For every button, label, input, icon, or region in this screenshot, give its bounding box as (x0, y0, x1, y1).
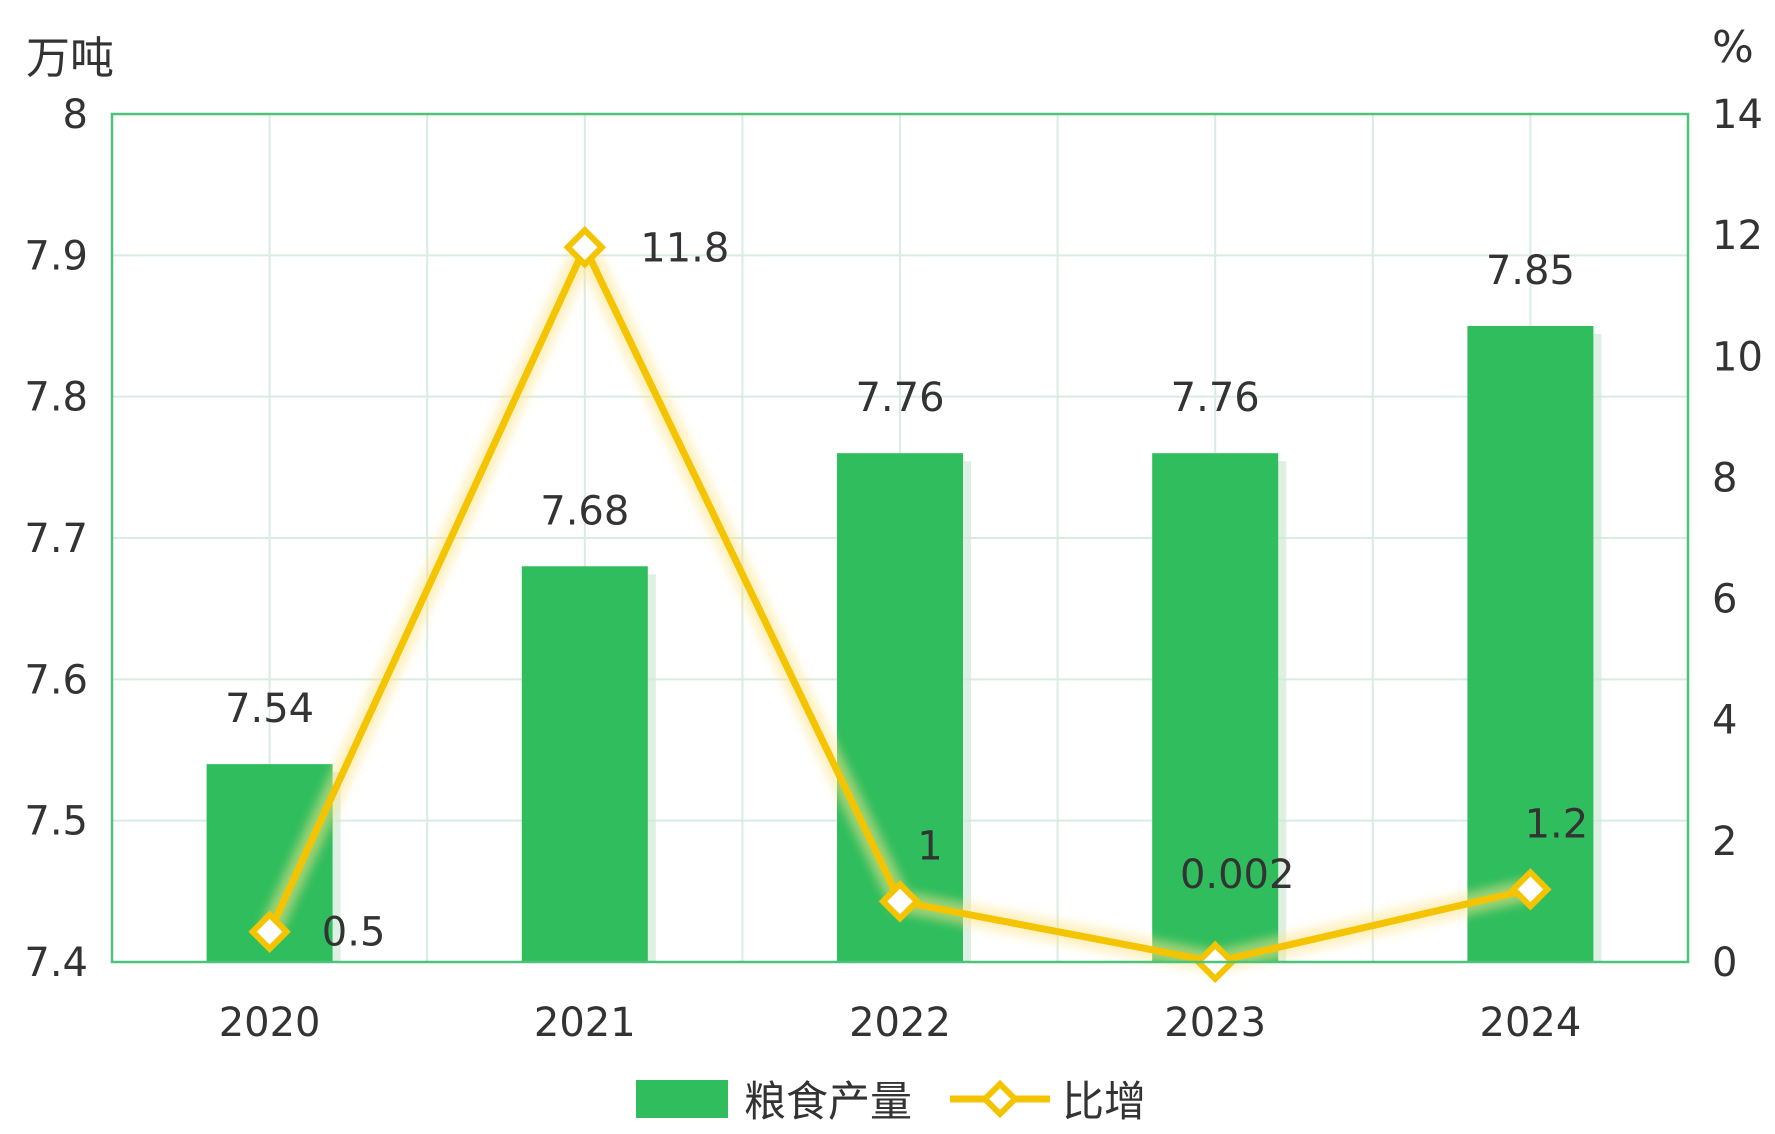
left-axis-tick-label: 7.9 (24, 233, 88, 279)
plot-border (110, 112, 1690, 964)
x-axis-tick-label: 2021 (534, 1000, 636, 1046)
line-data-label: 0.002 (1180, 852, 1295, 898)
line-data-label: 11.8 (640, 225, 729, 271)
left-axis-unit: 万吨 (26, 33, 114, 84)
bar-data-label: 7.76 (1171, 375, 1260, 421)
bar (1467, 326, 1594, 962)
right-axis-tick-label: 6 (1712, 577, 1737, 623)
right-axis-tick-label: 14 (1712, 92, 1763, 138)
x-axis-tick-label: 2024 (1480, 1000, 1582, 1046)
bar-data-label: 7.76 (855, 375, 944, 421)
line-point-marker (1509, 868, 1552, 911)
legend-label-growth: 比增 (1062, 1077, 1146, 1126)
left-axis-tick-label: 7.4 (24, 940, 88, 986)
x-axis-tick-label: 2023 (1164, 1000, 1266, 1046)
right-axis-tick-label: 8 (1712, 455, 1737, 501)
right-axis-tick-label: 12 (1712, 213, 1763, 259)
right-axis-tick-label: 2 (1712, 819, 1737, 865)
left-axis-tick-label: 7.8 (24, 375, 88, 421)
line-point-marker (878, 880, 922, 923)
line-data-label: 0.5 (322, 910, 386, 956)
bar (1152, 453, 1279, 962)
legend-line-marker (980, 1079, 1020, 1119)
line-point-marker (563, 226, 607, 269)
right-axis-tick-label: 0 (1712, 940, 1737, 986)
x-axis-tick-label: 2022 (849, 1000, 951, 1046)
right-axis-tick-label: 4 (1712, 698, 1737, 744)
legend-bar-swatch (636, 1080, 728, 1118)
bar-data-label: 7.54 (225, 686, 314, 732)
left-axis-tick-label: 7.7 (24, 516, 88, 562)
line-point-marker (248, 910, 291, 953)
line-data-label: 1 (917, 823, 942, 869)
line-data-label: 1.2 (1525, 801, 1589, 847)
left-axis-tick-label: 8 (63, 92, 88, 138)
x-axis-tick-label: 2020 (219, 1000, 321, 1046)
right-axis-unit: % (1712, 22, 1754, 73)
bar-data-label: 7.85 (1486, 248, 1575, 294)
bar (521, 566, 648, 962)
left-axis-tick-label: 7.6 (24, 657, 88, 703)
right-axis-tick-label: 10 (1712, 334, 1763, 380)
bar-data-label: 7.68 (540, 488, 629, 534)
legend-label-production: 粮食产量 (744, 1077, 912, 1126)
left-axis-tick-label: 7.5 (24, 799, 88, 845)
